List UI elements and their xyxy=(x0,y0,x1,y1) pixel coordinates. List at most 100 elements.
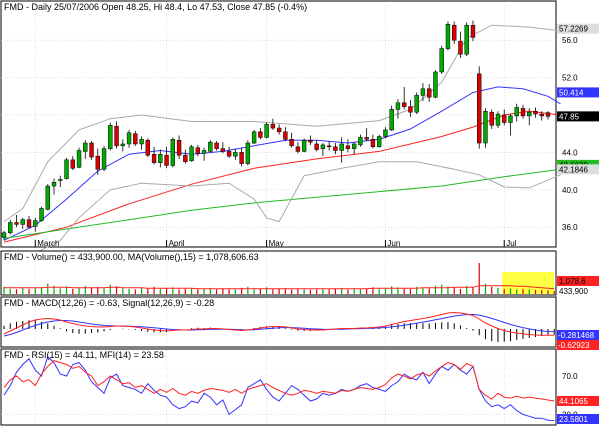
macd-badges: -0.281468-0.62923 xyxy=(557,330,599,350)
candle-body xyxy=(295,146,301,152)
price-overlay-line xyxy=(3,110,561,243)
price-badge-label: 57.2269 xyxy=(559,25,588,34)
macd-badge xyxy=(557,340,599,350)
candle-body xyxy=(95,155,100,170)
price-panel: FMD - Daily 25/07/2006 Open 48.25, Hi 48… xyxy=(0,0,599,260)
candle-body xyxy=(58,179,63,181)
candle-body xyxy=(189,146,194,162)
x-tick-label: March xyxy=(37,239,59,248)
price-overlay-line xyxy=(3,161,561,260)
candle-body xyxy=(120,143,125,147)
candle-body xyxy=(520,108,526,117)
volume-bars xyxy=(3,263,555,294)
candle-body xyxy=(70,159,75,169)
candle-body xyxy=(533,110,538,115)
price-overlay-line xyxy=(3,168,561,239)
candle-body xyxy=(89,142,94,158)
macd-badge-label: -0.281468 xyxy=(558,331,595,340)
candle-body xyxy=(251,131,257,144)
price-x-axis: March April May Jun Jul xyxy=(34,239,517,248)
candle-body xyxy=(358,137,363,146)
macd-line xyxy=(3,311,555,336)
candle-body xyxy=(351,143,357,149)
candle-body xyxy=(114,125,119,147)
rsi-grid xyxy=(1,350,556,424)
candle-body xyxy=(308,139,313,143)
candle-body xyxy=(477,73,482,144)
price-grid xyxy=(1,2,556,246)
candle-body xyxy=(26,219,32,228)
candle-body xyxy=(108,125,113,149)
candle-body xyxy=(220,148,226,152)
candle-body xyxy=(283,131,288,140)
candle-body xyxy=(126,132,132,145)
candle-body xyxy=(8,222,13,234)
x-tick-label: Jun xyxy=(387,239,400,248)
rsi-badge xyxy=(557,395,599,406)
candle-body xyxy=(195,147,201,154)
candle-body xyxy=(276,127,282,133)
candle-body xyxy=(314,143,319,150)
candle-body xyxy=(76,150,82,168)
volume-badge xyxy=(557,286,599,296)
candle-body xyxy=(258,131,263,138)
price-tick-label: 36.0 xyxy=(562,223,578,232)
price-tick-label: 52.0 xyxy=(562,74,578,83)
candle-body xyxy=(139,139,144,145)
candle-body xyxy=(39,208,44,221)
macd-panel: FMD - MACD(12,26) = -0.63, Signal(12,26,… xyxy=(0,296,599,350)
rsi-badge-label: 44.1065 xyxy=(559,397,588,406)
candle-body xyxy=(427,88,432,98)
price-badge xyxy=(557,23,599,34)
candle-body xyxy=(164,154,169,166)
candle-body xyxy=(514,107,519,117)
volume-grid xyxy=(34,252,554,294)
price-overlay-line xyxy=(3,24,561,223)
candle-body xyxy=(264,124,269,138)
rsi-badge-label: 23.5801 xyxy=(559,415,588,424)
candle-body xyxy=(339,143,344,151)
volume-panel: FMD - Volume() = 433,900.00, MA(Volume()… xyxy=(0,250,599,296)
x-tick-label: May xyxy=(269,239,284,248)
candle-body xyxy=(214,142,219,149)
candle-body xyxy=(289,139,294,147)
candle-body xyxy=(376,136,382,148)
macd-badge-label: -0.62923 xyxy=(558,341,590,350)
candle-body xyxy=(226,151,232,157)
rsi-badge xyxy=(557,414,599,424)
volume-badge xyxy=(557,276,599,286)
candle-body xyxy=(183,154,188,162)
candle-body xyxy=(270,124,276,129)
price-candles xyxy=(1,20,551,241)
candle-body xyxy=(133,133,138,145)
candle-body xyxy=(51,182,57,187)
rsi-tick-label: 70.0 xyxy=(562,372,578,381)
candle-body xyxy=(508,115,513,123)
candle-body xyxy=(83,142,88,152)
macd-badge xyxy=(557,330,599,340)
macd-frame xyxy=(0,296,557,348)
candle-body xyxy=(345,145,351,149)
candle-body xyxy=(433,71,438,98)
price-tick-label: 56.0 xyxy=(562,36,578,45)
x-tick-label: April xyxy=(169,239,185,248)
macd-plot xyxy=(3,298,555,346)
price-tick-label: 40.0 xyxy=(562,186,578,195)
candle-body xyxy=(45,185,50,210)
candle-body xyxy=(170,139,176,166)
candle-body xyxy=(464,24,469,55)
mfi-line xyxy=(3,355,555,422)
volume-title: FMD - Volume() = 433,900.00, MA(Volume()… xyxy=(4,252,259,262)
candle-body xyxy=(301,139,307,152)
candle-body xyxy=(145,139,151,156)
candle-body xyxy=(539,113,544,117)
candle-body xyxy=(158,153,163,163)
price-badge xyxy=(557,164,599,175)
candle-body xyxy=(389,109,394,131)
price-badge xyxy=(557,111,599,122)
candle-body xyxy=(502,114,507,123)
candle-body xyxy=(208,141,213,152)
candle-body xyxy=(233,152,238,157)
